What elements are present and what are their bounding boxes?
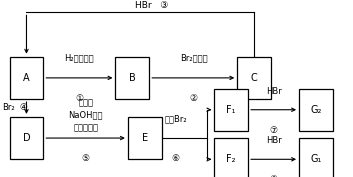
Text: ⑦: ⑦	[269, 126, 278, 135]
Text: ⑧: ⑧	[269, 175, 278, 177]
Text: G₁: G₁	[310, 154, 322, 164]
Text: 溶液，加热: 溶液，加热	[73, 123, 98, 132]
Text: HBr   ③: HBr ③	[135, 1, 168, 10]
Text: ⑥: ⑥	[172, 154, 180, 163]
Text: 适量Br₂: 适量Br₂	[164, 114, 187, 123]
Text: Br₂: Br₂	[2, 104, 15, 112]
Text: NaOH乙醇: NaOH乙醇	[68, 111, 103, 119]
Text: Br₂，光照: Br₂，光照	[180, 53, 207, 62]
Text: B: B	[129, 73, 136, 83]
Text: C: C	[251, 73, 258, 83]
FancyBboxPatch shape	[299, 138, 333, 177]
Text: 足量浓: 足量浓	[78, 98, 93, 107]
Text: ④: ④	[17, 104, 28, 112]
Text: F₁: F₁	[227, 105, 236, 115]
FancyBboxPatch shape	[10, 117, 43, 159]
Text: D: D	[23, 133, 30, 143]
Text: ②: ②	[189, 94, 198, 103]
Text: ①: ①	[75, 94, 84, 103]
FancyBboxPatch shape	[115, 57, 149, 99]
Text: F₂: F₂	[227, 154, 236, 164]
Text: ⑤: ⑤	[82, 154, 90, 163]
FancyBboxPatch shape	[10, 57, 43, 99]
FancyBboxPatch shape	[214, 138, 248, 177]
Text: HBr: HBr	[266, 87, 281, 96]
FancyBboxPatch shape	[299, 88, 333, 131]
FancyBboxPatch shape	[237, 57, 271, 99]
FancyBboxPatch shape	[214, 88, 248, 131]
Text: HBr: HBr	[266, 136, 281, 145]
FancyBboxPatch shape	[128, 117, 162, 159]
Text: A: A	[23, 73, 30, 83]
Text: E: E	[142, 133, 148, 143]
Text: H₂，催化剂: H₂，催化剂	[65, 53, 94, 62]
Text: G₂: G₂	[310, 105, 322, 115]
